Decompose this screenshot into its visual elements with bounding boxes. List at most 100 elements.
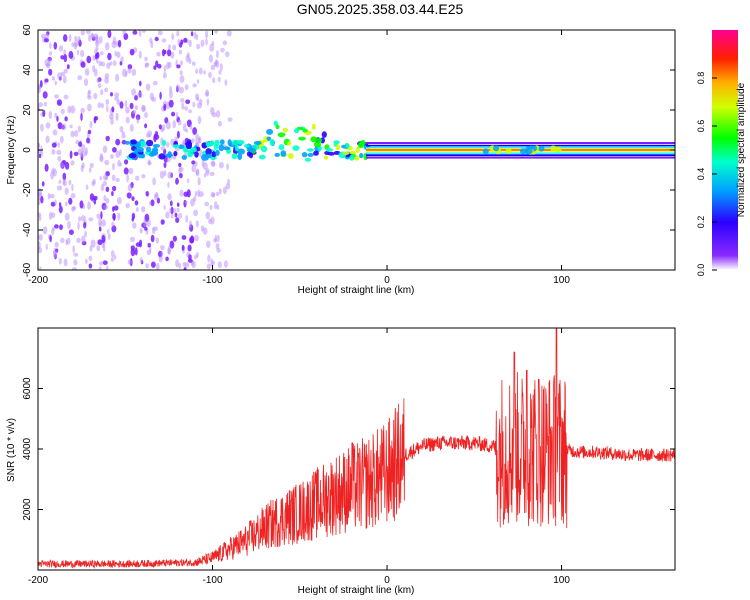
carrier-blob <box>555 146 562 153</box>
noise-blob <box>121 134 126 139</box>
noise-blob <box>163 205 166 210</box>
noise-blob <box>144 123 148 129</box>
noise-blob <box>216 50 219 59</box>
noise-blob <box>84 68 90 76</box>
transition-blob <box>234 144 239 152</box>
noise-blob <box>189 124 193 130</box>
noise-blob <box>216 204 220 210</box>
noise-blob <box>200 39 205 47</box>
noise-blob <box>38 84 41 91</box>
carrier-blob <box>505 148 512 154</box>
noise-blob <box>187 244 192 252</box>
noise-blob <box>141 105 146 112</box>
noise-blob <box>166 61 170 70</box>
noise-blob <box>206 240 211 248</box>
noise-blob <box>160 219 165 225</box>
noise-blob <box>126 192 132 199</box>
noise-blob <box>161 124 166 131</box>
noise-blob <box>104 159 110 166</box>
noise-blob <box>179 70 183 76</box>
noise-blob <box>176 30 180 37</box>
noise-blob <box>52 250 58 258</box>
noise-blob <box>177 119 182 126</box>
noise-blob <box>124 99 128 108</box>
noise-blob <box>205 37 208 46</box>
noise-blob <box>98 217 102 226</box>
noise-blob <box>150 199 155 207</box>
noise-blob <box>153 193 159 201</box>
y-tick-label: 60 <box>22 24 33 36</box>
noise-blob <box>113 205 119 211</box>
transition-blob <box>335 144 341 151</box>
noise-blob <box>148 200 152 206</box>
noise-blob <box>175 217 180 223</box>
noise-blob <box>51 76 56 81</box>
transition-blob <box>323 155 329 160</box>
noise-blob <box>190 31 194 37</box>
noise-blob <box>171 33 175 40</box>
noise-blob <box>146 133 151 138</box>
noise-blob <box>68 179 72 186</box>
noise-blob <box>79 200 84 209</box>
transition-blob <box>278 144 285 151</box>
noise-blob <box>139 80 142 87</box>
noise-blob <box>182 123 187 132</box>
noise-blob <box>98 36 103 44</box>
noise-blob <box>102 244 106 252</box>
noise-blob <box>62 172 67 181</box>
noise-blob <box>135 175 140 181</box>
noise-blob <box>40 123 44 132</box>
noise-blob <box>191 61 196 66</box>
noise-blob <box>115 178 120 182</box>
carrier-blob <box>493 145 500 152</box>
transition-blob <box>248 152 254 159</box>
noise-blob <box>136 116 140 124</box>
noise-blob <box>54 199 57 206</box>
noise-blob <box>168 99 174 108</box>
noise-blob <box>139 228 143 234</box>
noise-blob <box>128 167 134 175</box>
carrier-band <box>366 148 675 150</box>
noise-blob <box>74 36 78 41</box>
noise-blob <box>59 161 64 169</box>
noise-blob <box>167 246 172 255</box>
noise-blob <box>175 84 180 91</box>
transition-blob <box>219 139 225 145</box>
noise-blob <box>88 255 93 261</box>
noise-blob <box>209 205 213 210</box>
noise-blob <box>112 147 117 153</box>
noise-blob <box>183 191 189 197</box>
x-tick-label: -100 <box>203 575 223 586</box>
y-tick-label: 20 <box>22 104 33 116</box>
snr-xlabel: Height of straight line (km) <box>298 585 415 596</box>
noise-blob <box>80 215 86 222</box>
noise-blob <box>163 103 167 111</box>
noise-blob <box>117 39 122 48</box>
noise-blob <box>46 62 51 67</box>
noise-blob <box>170 51 175 59</box>
noise-blob <box>120 56 124 63</box>
transition-blob <box>273 120 278 127</box>
noise-blob <box>86 55 92 64</box>
noise-blob <box>114 92 120 98</box>
noise-blob <box>192 127 198 135</box>
noise-blob <box>105 197 110 204</box>
snr-x-ticks: -200 -100 0 100 <box>28 328 570 586</box>
colorbar-label: Normalized spectral amplitude <box>736 82 747 217</box>
transition-blob <box>137 146 144 153</box>
noise-blob <box>135 206 139 212</box>
noise-blob <box>44 38 49 43</box>
noise-blob <box>40 196 44 204</box>
transition-blob <box>206 153 212 159</box>
noise-blob <box>134 200 139 206</box>
noise-blob <box>130 248 136 257</box>
x-tick-label: 0 <box>384 575 390 586</box>
noise-blob <box>169 240 175 249</box>
noise-blob <box>83 222 87 229</box>
noise-blob <box>157 63 162 69</box>
noise-blob <box>169 90 173 99</box>
transition-blob <box>205 148 212 156</box>
noise-blob <box>195 133 200 140</box>
noise-blob <box>196 252 199 258</box>
noise-blob <box>191 160 196 165</box>
